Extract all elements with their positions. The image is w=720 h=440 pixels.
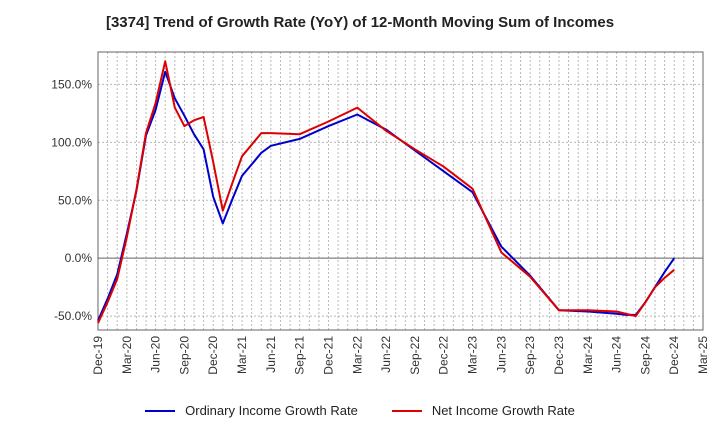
x-tick-label: Dec-23 (552, 336, 566, 375)
y-tick-labels: 150.0% 100.0% 50.0% 0.0% -50.0% (51, 77, 92, 323)
y-tick-label: 150.0% (51, 77, 92, 91)
x-tick-label: Dec-22 (437, 336, 451, 375)
series-line-net-income (97, 60, 675, 324)
x-tick-label: Mar-25 (696, 336, 710, 374)
x-tick-label: Mar-21 (235, 336, 249, 374)
x-tick-label: Jun-24 (610, 336, 624, 373)
legend-label-ordinary: Ordinary Income Growth Rate (185, 403, 358, 418)
series-line-ordinary-income (97, 70, 676, 322)
legend-item-net: Net Income Growth Rate (391, 403, 575, 418)
y-tick-label: 50.0% (58, 193, 92, 207)
x-tick-label: Sep-20 (177, 336, 191, 375)
plot-frame (97, 51, 704, 331)
x-tick-label: Dec-20 (206, 336, 220, 375)
x-tick-label: Sep-21 (293, 336, 307, 375)
legend-item-ordinary: Ordinary Income Growth Rate (145, 403, 358, 418)
x-tick-label: Jun-20 (149, 336, 163, 373)
series-lines (97, 60, 676, 324)
x-tick-labels: Dec-19 Mar-20 Jun-20 Sep-20 Dec-20 Mar-21 Jun-… (91, 336, 710, 375)
x-tick-label: Dec-21 (321, 336, 335, 375)
y-tick-label: 100.0% (51, 135, 92, 149)
legend: Ordinary Income Growth Rate Net Income G… (0, 403, 720, 418)
x-tick-label: Mar-23 (466, 336, 480, 374)
legend-swatch-ordinary (145, 409, 176, 412)
legend-label-net: Net Income Growth Rate (431, 403, 575, 418)
x-tick-label: Jun-23 (494, 336, 508, 373)
axes (97, 51, 704, 331)
x-tick-label: Jun-21 (264, 336, 278, 373)
x-tick-label: Dec-24 (667, 336, 681, 375)
chart-title: [3374] Trend of Growth Rate (YoY) of 12-… (105, 14, 615, 31)
x-tick-label: Sep-22 (408, 336, 422, 375)
x-tick-label: Sep-24 (638, 336, 652, 375)
x-tick-label: Mar-20 (120, 336, 134, 374)
x-tick-label: Jun-22 (379, 336, 393, 373)
grid-lines (97, 52, 704, 330)
x-tick-label: Mar-24 (581, 336, 595, 374)
x-tick-label: Dec-19 (91, 336, 105, 375)
x-tick-label: Mar-22 (350, 336, 364, 374)
legend-swatch-net (391, 409, 422, 412)
y-tick-label: -50.0% (54, 309, 92, 323)
x-tick-label: Sep-23 (523, 336, 537, 375)
y-tick-label: 0.0% (65, 251, 93, 265)
